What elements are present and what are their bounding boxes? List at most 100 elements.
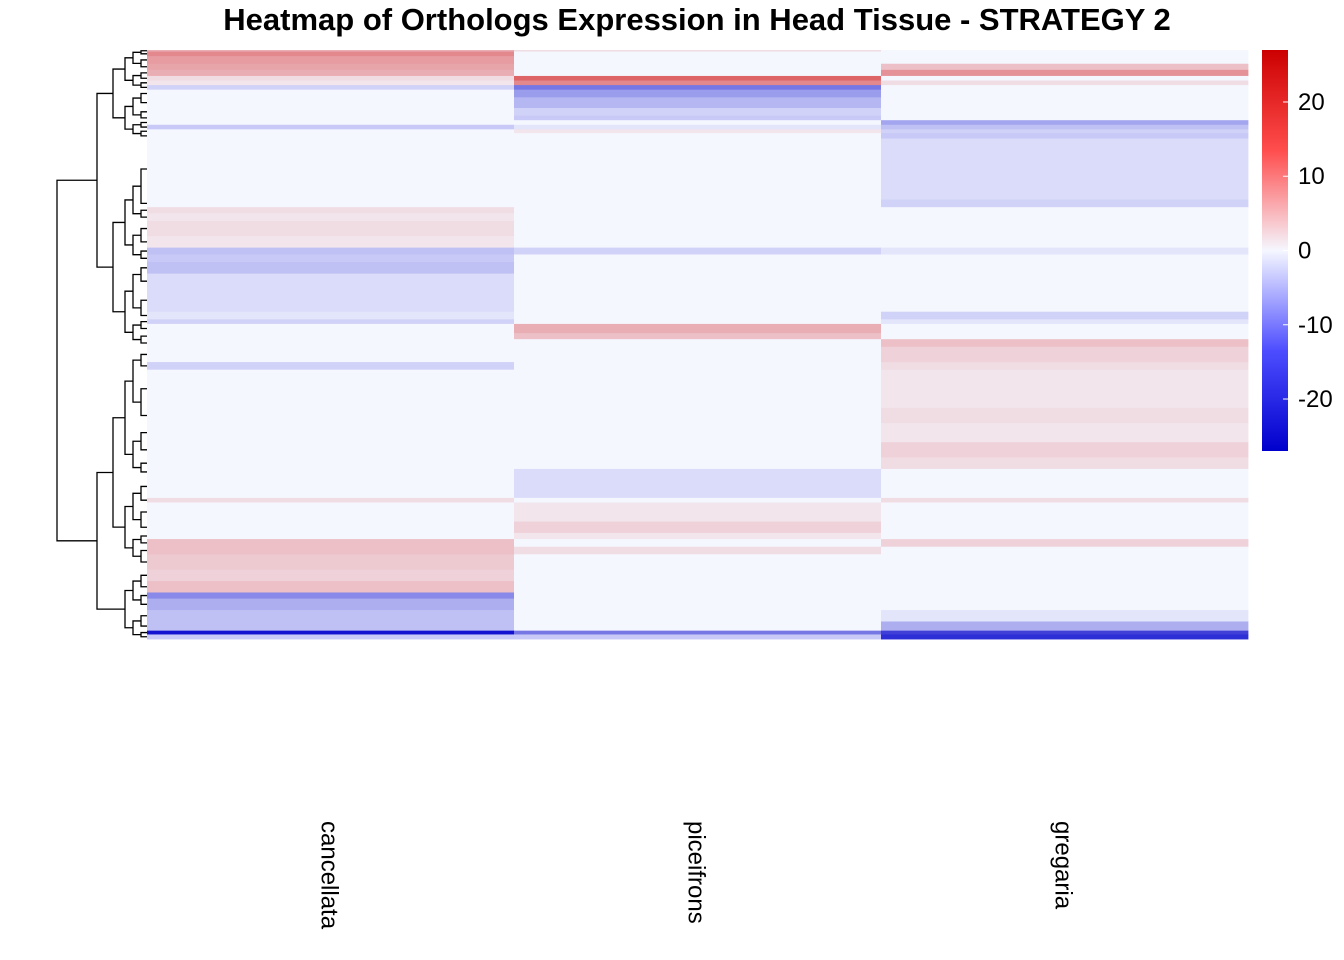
heatmap-cell [514,254,882,263]
heatmap-cell [514,339,882,348]
heatmap-cell [147,262,515,274]
heatmap-cell [147,521,515,534]
dendrogram-branch [140,227,147,243]
heatmap-cell [514,120,882,126]
heatmap-cell [514,199,882,208]
heatmap-cell [147,407,515,424]
heatmap-cell [881,138,1249,200]
heatmap-cell [881,311,1249,320]
heatmap-cell [147,569,515,582]
heatmap-cell [881,129,1249,134]
heatmap-cell [147,362,515,371]
heatmap-cell [514,75,882,81]
heatmap-cell [147,554,515,570]
heatmap-cell [514,273,882,290]
heatmap-cell [881,288,1249,313]
heatmap-cell [514,497,882,503]
heatmap-cell [514,323,882,334]
heatmap-cell [147,502,515,522]
heatmap-cell [147,323,515,334]
dendrogram-branch [140,121,147,128]
heatmap-cell [881,539,1249,548]
heatmap-cell [881,69,1249,77]
heatmap-cell [514,69,882,77]
heatmap-cell [147,621,515,632]
dendrogram-branch [124,380,133,456]
dendrogram-branch [140,72,147,79]
dendrogram-branch [132,234,141,256]
heatmap-cell [514,474,882,499]
dendrogram-branch [140,388,147,417]
heatmap-cell [147,213,515,222]
legend-tick-label: 0 [1298,238,1311,265]
dendrogram-branch [132,324,141,341]
dendrogram-branch [140,111,147,119]
heatmap-cell [147,80,515,86]
heatmap-cell [147,107,515,117]
heatmap-cell [881,521,1249,534]
heatmap-cell [147,199,515,208]
heatmap-cell [147,220,515,237]
heatmap-cell [881,546,1249,555]
heatmap-cell [147,247,515,255]
heatmap-cell [514,630,882,635]
heatmap-cell [514,610,882,622]
heatmap-cell [147,474,515,499]
heatmap-cell [881,89,1249,98]
dendrogram-branch [140,130,147,137]
heatmap-cell [147,63,515,71]
heatmap-cell [147,236,515,249]
dendrogram-branch [140,485,147,501]
heatmap-cell [514,634,882,640]
heatmap-cell [881,497,1249,503]
heatmap-cell [881,474,1249,499]
dendrogram-branch [132,440,141,469]
heatmap-cell [514,51,882,57]
heatmap-cell [881,319,1249,325]
dendrogram-branch [132,359,141,403]
heatmap-cell [514,107,882,117]
heatmap-cell [147,319,515,325]
dendrogram-branch [132,97,141,116]
dendrogram-branch [140,50,147,55]
heatmap-cell [881,569,1249,582]
heatmap-cell [147,546,515,555]
heatmap-cell [514,539,882,548]
dendrogram-branch [140,168,147,205]
heatmap-cell [147,442,515,458]
heatmap-cell [881,199,1249,208]
heatmap-cell [514,115,882,121]
heatmap-cell [881,85,1249,91]
heatmap-cell [881,262,1249,274]
legend-tick-label: -10 [1298,312,1333,339]
dendrogram-branch [140,299,147,317]
heatmap-cell [147,598,515,611]
row-dendrogram [56,50,147,638]
heatmap-cell [147,532,515,540]
heatmap-cell [147,120,515,126]
dendrogram-branch [140,92,147,104]
heatmap-cell [147,97,515,109]
column-labels: cancellata piceifrons gregaria [316,821,1077,930]
heatmap-cell [881,457,1249,470]
dendrogram-branch [96,471,125,610]
heatmap-cell [514,220,882,237]
dendrogram-branch [96,92,113,268]
heatmap-cell [147,610,515,622]
heatmap-cell [147,124,515,130]
heatmap-cell [514,89,882,98]
heatmap-cell [881,554,1249,570]
heatmap-cell [147,129,515,134]
heatmap-cell [147,457,515,470]
heatmap-cell [147,254,515,263]
heatmap-cell [514,213,882,222]
heatmap-cell [147,75,515,81]
heatmap-cell [881,407,1249,424]
heatmap-cell [147,346,515,363]
dendrogram-branch [132,124,141,135]
heatmap-cell [514,133,882,139]
heatmap-cell [514,581,882,593]
heatmap-cell [514,138,882,200]
heatmap-cell [514,468,882,476]
heatmap-cell [147,69,515,77]
